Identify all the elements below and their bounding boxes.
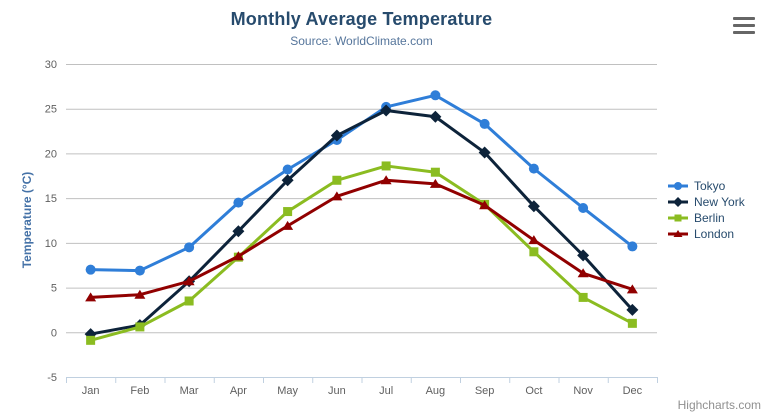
series-marker-triangle bbox=[577, 268, 589, 278]
x-tick-label: Jun bbox=[328, 385, 346, 397]
y-gridlines bbox=[66, 64, 657, 378]
series-marker-diamond bbox=[527, 200, 540, 213]
series-marker-diamond bbox=[281, 174, 294, 187]
series-marker-circle bbox=[479, 118, 490, 129]
series-marker-triangle bbox=[183, 276, 195, 286]
y-tick-label: 30 bbox=[45, 59, 57, 71]
series-marker-circle bbox=[674, 182, 682, 190]
series-marker-square bbox=[332, 175, 342, 185]
series-marker-triangle bbox=[331, 191, 343, 201]
series-marker-square bbox=[627, 318, 637, 328]
series-marker-triangle bbox=[626, 284, 638, 294]
series-marker-diamond bbox=[478, 146, 491, 159]
markers-tokyo bbox=[85, 90, 638, 276]
markers-london bbox=[85, 175, 638, 302]
series-line-new-york bbox=[89, 109, 634, 336]
legend-item-tokyo[interactable]: Tokyo bbox=[667, 178, 745, 194]
legend: Tokyo New York Berlin London bbox=[667, 178, 745, 242]
y-tick-label: 10 bbox=[45, 238, 57, 250]
series-marker-square bbox=[674, 214, 682, 222]
series-marker-triangle bbox=[429, 178, 441, 188]
y-tick-label: -5 bbox=[47, 372, 57, 384]
credits-link[interactable]: Highcharts.com bbox=[677, 398, 761, 412]
series-marker-diamond bbox=[232, 225, 245, 238]
series-marker-circle bbox=[85, 264, 96, 275]
series-marker-circle bbox=[134, 265, 145, 276]
x-tick-label: Jan bbox=[82, 385, 100, 397]
series-marker-circle bbox=[184, 242, 195, 253]
series-marker-square bbox=[381, 161, 391, 171]
series-marker-square bbox=[283, 207, 293, 217]
series-marker-diamond bbox=[673, 197, 683, 207]
legend-symbol-london bbox=[668, 230, 688, 237]
y-tick-label: 5 bbox=[51, 283, 57, 295]
x-tick-label: Sep bbox=[475, 385, 495, 397]
series-london bbox=[85, 175, 638, 302]
chart-title: Monthly Average Temperature bbox=[230, 9, 493, 29]
x-tick-label: Oct bbox=[525, 385, 542, 397]
legend-item-london[interactable]: London bbox=[667, 226, 745, 242]
series-marker-diamond bbox=[577, 249, 590, 262]
x-tick-label: Nov bbox=[573, 385, 593, 397]
x-tick-label: Apr bbox=[230, 385, 247, 397]
legend-label: Berlin bbox=[694, 211, 725, 225]
legend-label: London bbox=[694, 227, 735, 241]
series-new-york bbox=[84, 104, 639, 341]
series-marker-triangle bbox=[134, 289, 146, 299]
legend-symbol-berlin bbox=[668, 214, 688, 222]
series-marker-circle bbox=[627, 241, 638, 252]
series-line-berlin bbox=[89, 164, 634, 342]
y-tick-label: 25 bbox=[45, 104, 57, 116]
legend-label: New York bbox=[694, 195, 745, 209]
y-axis-labels: -5 0 5 10 15 20 25 30 bbox=[45, 59, 57, 384]
series-marker-square bbox=[430, 167, 440, 177]
x-tick-label: May bbox=[277, 385, 298, 397]
series-marker-square bbox=[86, 335, 96, 345]
series-marker-diamond bbox=[429, 110, 442, 123]
series-marker-circle bbox=[528, 163, 539, 174]
series-marker-triangle bbox=[282, 220, 294, 230]
series-marker-triangle bbox=[232, 251, 244, 261]
series-marker-triangle bbox=[673, 230, 683, 237]
series-marker-circle bbox=[282, 164, 293, 175]
series-marker-diamond bbox=[330, 129, 343, 142]
series-line-london bbox=[89, 178, 634, 299]
x-axis bbox=[66, 377, 658, 383]
legend-item-berlin[interactable]: Berlin bbox=[667, 210, 745, 226]
series-marker-diamond bbox=[626, 303, 639, 316]
series-tokyo bbox=[85, 90, 638, 276]
series-marker-square bbox=[529, 247, 539, 257]
series-marker-square bbox=[135, 322, 145, 332]
x-tick-label: Aug bbox=[426, 385, 446, 397]
series-marker-diamond bbox=[380, 104, 393, 117]
legend-symbol-tokyo bbox=[668, 182, 688, 190]
series-marker-triangle bbox=[479, 200, 491, 210]
series-marker-triangle bbox=[528, 235, 540, 245]
series-marker-square bbox=[578, 292, 588, 302]
series-marker-triangle bbox=[380, 175, 392, 185]
y-tick-label: 20 bbox=[45, 148, 57, 160]
x-tick-label: Mar bbox=[180, 385, 199, 397]
x-tick-label: Feb bbox=[130, 385, 149, 397]
legend-label: Tokyo bbox=[694, 179, 726, 193]
legend-symbol-new-york bbox=[668, 197, 688, 207]
hamburger-icon bbox=[732, 17, 756, 34]
x-axis-labels: Jan Feb Mar Apr May Jun Jul Aug Sep Oct Nov Dec bbox=[82, 385, 643, 397]
legend-item-new-york[interactable]: New York bbox=[667, 194, 745, 210]
y-tick-label: 15 bbox=[45, 193, 57, 205]
series-marker-circle bbox=[430, 90, 441, 101]
x-tick-label: Dec bbox=[623, 385, 643, 397]
series-marker-square bbox=[184, 296, 194, 306]
series-marker-circle bbox=[233, 197, 244, 208]
markers-new-york bbox=[84, 104, 639, 341]
x-tick-label: Jul bbox=[379, 385, 393, 397]
y-tick-label: 0 bbox=[51, 327, 57, 339]
chart-subtitle: Source: WorldClimate.com bbox=[290, 34, 433, 48]
export-menu-button[interactable] bbox=[732, 15, 756, 36]
series-marker-triangle bbox=[85, 292, 97, 302]
series-marker-circle bbox=[578, 202, 589, 213]
